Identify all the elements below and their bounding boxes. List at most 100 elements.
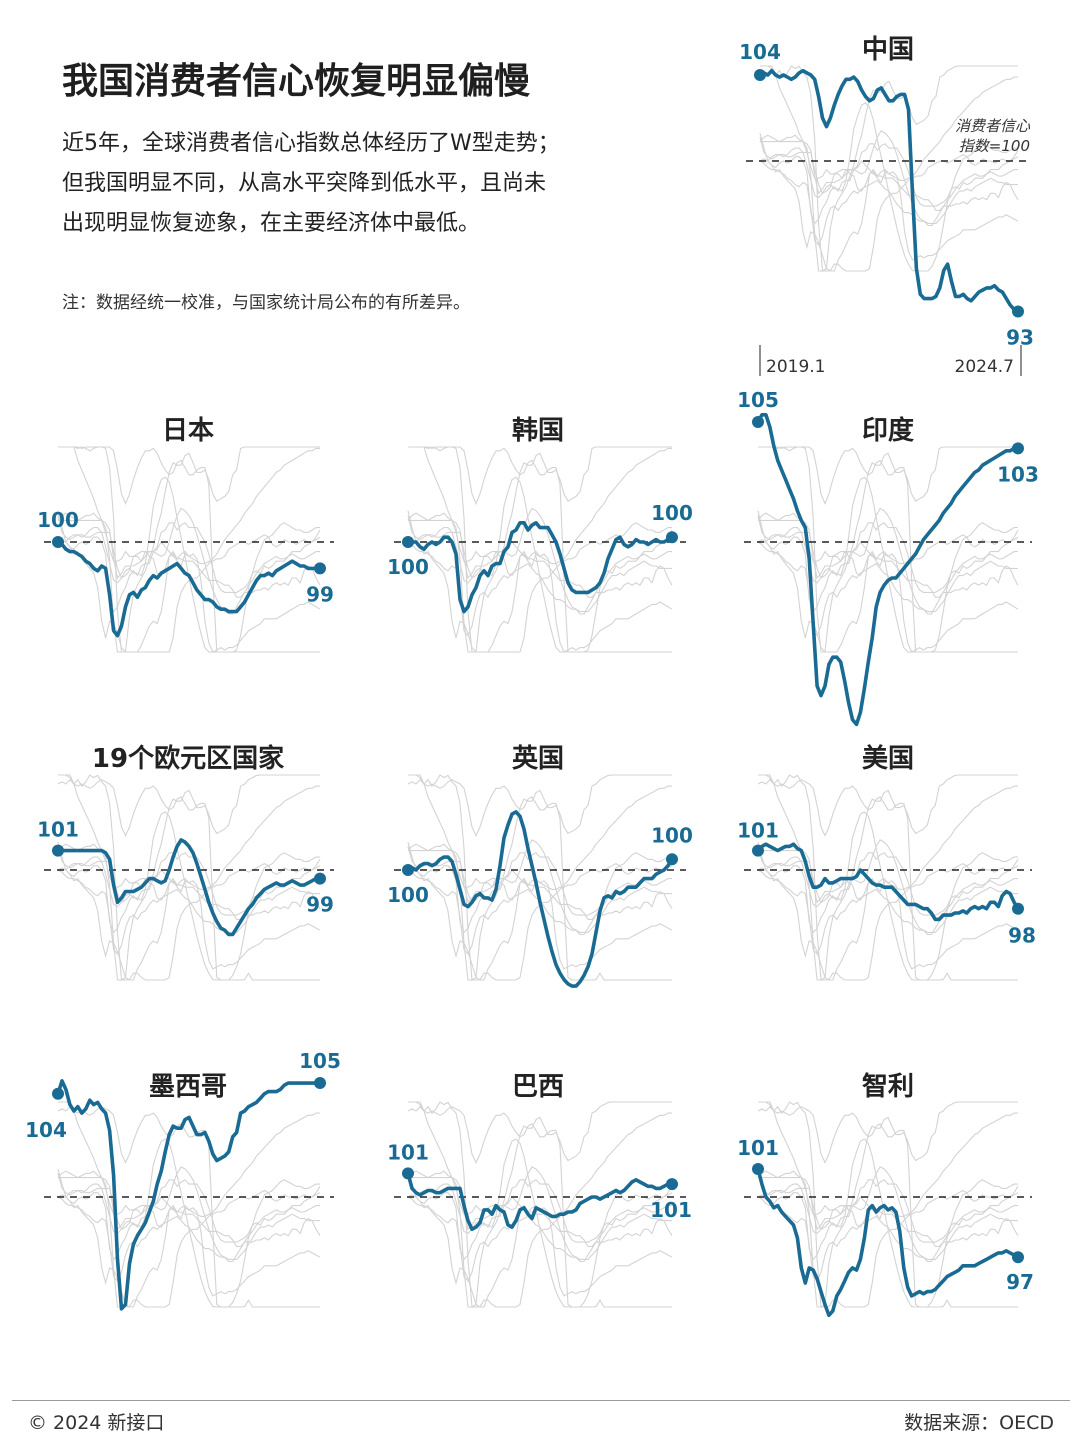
panel: 19个欧元区国家 101 99 [37,743,334,981]
start-point [754,69,766,81]
description-line: 近5年，全球消费者信心指数总体经历了W型走势； [62,131,560,156]
copyright: © 2024 新接口 [28,1412,165,1434]
panel-title: 英国 [512,744,564,774]
small-multiples-chart: 中国 104 93 消费者信心指数=100 2019.1 2024.7 日本 100 99 韩国 1… [25,35,1039,1318]
background-series-line [58,1179,321,1261]
background-series-line [58,446,320,653]
panel-title: 印度 [862,415,914,446]
background-series-line [57,512,321,598]
background-series-line [408,852,673,934]
background-series-line [408,1179,673,1261]
x-axis-start-label: 2019.1 [766,357,825,377]
end-value-label: 105 [299,1049,341,1073]
highlight-series-line [406,810,674,988]
reference-annotation: 指数=100 [959,137,1030,155]
start-point [752,844,764,857]
start-value-label: 101 [737,1136,779,1160]
background-series-line [757,841,1019,981]
highlight-series-line [756,842,1020,922]
background-series-line [407,512,673,598]
background-series-line [408,446,672,653]
start-point [52,536,64,548]
end-point [1012,1251,1024,1264]
background-series-line [57,1105,320,1308]
panel-title: 巴西 [512,1072,564,1102]
background-series-line [758,522,1019,613]
start-value-label: 105 [737,388,779,412]
panel: 美国 101 98 [737,743,1036,981]
background-series-line [57,1170,321,1248]
panel: 日本 100 99 [37,416,334,653]
background-series-line [58,774,320,981]
end-value-label: 97 [1006,1270,1034,1294]
background-series-line [407,510,673,653]
end-point [314,1077,326,1090]
end-point [666,853,678,866]
reference-annotation: 消费者信心 [955,117,1031,135]
background-series-line [757,510,1019,653]
background-series-line [58,1101,320,1308]
highlight-series-line [406,520,674,614]
end-value-label: 101 [650,1198,692,1222]
start-value-label: 100 [387,883,429,907]
start-point [402,536,414,548]
data-source: 数据来源：OECD [904,1412,1054,1434]
start-value-label: 101 [737,819,779,843]
start-point [752,416,764,428]
start-point [402,864,414,876]
background-series-line [58,774,320,981]
panel-title: 19个欧元区国家 [92,743,284,774]
background-series-line [407,1170,673,1248]
background-series-line [758,446,1018,653]
background-series-line [758,774,1018,981]
background-series-line [408,1101,672,1308]
end-value-label: 99 [306,582,334,606]
background-series-line [408,774,672,981]
start-point [402,1167,414,1180]
x-axis-end-label: 2024.7 [955,357,1014,377]
end-value-label: 99 [306,893,334,917]
panel: 智利 101 97 [737,1072,1034,1318]
background-series-line [408,1101,672,1308]
start-value-label: 100 [387,555,429,579]
end-point [1012,305,1024,318]
end-value-label: 100 [651,501,693,525]
panel: 英国 100 100 [387,744,693,988]
start-value-label: 104 [739,40,781,64]
background-series-line [757,1105,1018,1308]
end-value-label: 100 [651,823,693,847]
background-series-line [758,774,1018,981]
end-point [1012,442,1024,455]
highlight-series-line [56,540,322,638]
background-series-line [757,1170,1019,1248]
panel: 巴西 101 101 [387,1072,692,1308]
background-series-line [58,446,320,653]
start-value-label: 104 [25,1118,67,1142]
background-series-line [760,65,1018,272]
background-series-line [57,1168,321,1308]
background-series-line [760,143,1019,225]
background-series-line [58,446,320,653]
highlight-series-line [56,1079,322,1311]
background-series-line [408,774,672,981]
panel: 韩国 100 100 [387,416,693,653]
end-point [314,872,326,885]
end-point [314,562,326,575]
start-point [52,844,64,857]
highlight-series-line [758,68,1020,314]
description-line: 但我国明显不同，从高水平突降到低水平，且尚未 [62,171,547,196]
end-point [1012,902,1024,915]
panel-title: 智利 [862,1072,914,1102]
background-series-line [407,1105,672,1308]
highlight-series-line [756,1167,1020,1318]
background-series-line [759,132,1019,272]
background-series-line [758,1101,1018,1308]
background-series-line [58,852,321,934]
background-series-line [57,510,321,653]
start-point [52,1087,64,1100]
description: 近5年，全球消费者信心指数总体经历了W型走势； 但我国明显不同，从高水平突降到低… [62,124,672,244]
background-series-line [758,446,1018,653]
background-series-line [759,134,1019,211]
end-value-label: 93 [1006,326,1034,350]
background-series-line [407,841,673,981]
